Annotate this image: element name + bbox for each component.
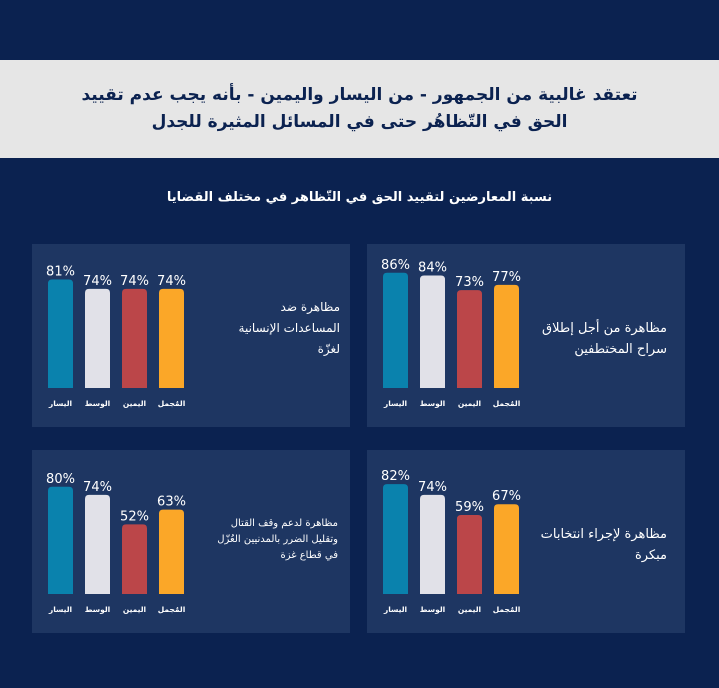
panel-label-aid: مظاهرة ضد المساعدات الإنسانية لغزّة xyxy=(210,297,340,360)
bar-chart-ceasefire: 80% اليسار 74% الوسط 52% اليمين 63% المُجمل xyxy=(46,472,186,614)
bar-center xyxy=(85,288,110,388)
value-label: 74% xyxy=(157,274,186,289)
value-label: 81% xyxy=(46,264,75,279)
label-line: مظاهرة لإجراء انتخابات xyxy=(540,527,667,542)
panel-hostages-demo: 86% اليسار 84% الوسط 73% اليمين 77% المُجمل مظا… xyxy=(367,244,685,427)
value-label: 67% xyxy=(492,489,521,504)
category-label: اليسار xyxy=(383,605,407,614)
bar-right xyxy=(122,524,147,594)
headline-banner: تعتقد غالبية من الجمهور - من اليسار والي… xyxy=(0,60,719,158)
label-line: مظاهرة من أجل إطلاق xyxy=(542,321,667,336)
bar-center xyxy=(420,275,445,388)
value-label: 86% xyxy=(381,258,410,273)
label-line: في قطاع غزة xyxy=(280,550,338,561)
value-label: 73% xyxy=(455,275,484,290)
bar-right xyxy=(122,288,147,388)
category-label: اليسار xyxy=(48,605,72,614)
bar-left xyxy=(48,279,73,388)
bar-center xyxy=(85,494,110,594)
bar-overall xyxy=(159,288,184,388)
headline-line-2: الحق في التّظاهُر حتى في المسائل المثيرة… xyxy=(151,112,568,132)
value-label: 52% xyxy=(120,509,149,524)
panel-label-hostages: مظاهرة من أجل إطلاق سراح المختطفين xyxy=(537,318,667,360)
panel-ceasefire-demo: 80% اليسار 74% الوسط 52% اليمين 63% المُجمل مظا… xyxy=(32,450,350,633)
category-label: الوسط xyxy=(420,605,446,614)
headline-line-1: تعتقد غالبية من الجمهور - من اليسار والي… xyxy=(81,85,638,105)
category-label: اليمين xyxy=(458,605,481,614)
label-line: لغزّة xyxy=(317,342,340,356)
panel-aid-demo: 81% اليسار 74% الوسط 74% اليمين 74% المُجمل مظا… xyxy=(32,244,350,427)
category-label: اليسار xyxy=(383,399,407,408)
panel-label-ceasefire: مظاهرة لدعم وقف القتال وتقليل الضرر بالم… xyxy=(198,516,338,564)
category-label: المُجمل xyxy=(158,605,186,614)
value-label: 84% xyxy=(418,260,447,275)
bar-chart-elections: 82% اليسار 74% الوسط 59% اليمين 67% المُجمل xyxy=(381,469,521,614)
category-label: المُجمل xyxy=(158,399,186,408)
bar-overall xyxy=(494,504,519,594)
bar-overall xyxy=(159,509,184,594)
category-label: اليمين xyxy=(458,399,481,408)
label-line: مظاهرة ضد xyxy=(280,300,340,314)
category-label: المُجمل xyxy=(493,399,521,408)
value-label: 82% xyxy=(381,469,410,484)
value-label: 77% xyxy=(492,270,521,285)
label-line: المساعدات الإنسانية xyxy=(238,321,340,335)
bar-chart-aid: 81% اليسار 74% الوسط 74% اليمين 74% المُجمل xyxy=(46,264,186,408)
category-label: اليسار xyxy=(48,399,72,408)
bar-right xyxy=(457,290,482,388)
chart-subtitle: نسبة المعارضين لتقييد الحق في التّظاهر ف… xyxy=(166,190,553,205)
value-label: 74% xyxy=(418,480,447,495)
label-line: سراح المختطفين xyxy=(574,342,667,357)
bar-overall xyxy=(494,284,519,388)
category-label: اليمين xyxy=(123,399,146,408)
category-label: المُجمل xyxy=(493,605,521,614)
panel-elections-demo: 82% اليسار 74% الوسط 59% اليمين 67% المُجمل مظا… xyxy=(367,450,685,633)
panel-label-elections: مظاهرة لإجراء انتخابات مبكرة xyxy=(527,524,667,566)
bar-left xyxy=(383,484,408,594)
value-label: 74% xyxy=(120,274,149,289)
label-line: مظاهرة لدعم وقف القتال xyxy=(230,518,338,529)
bar-left xyxy=(383,272,408,388)
label-line: مبكرة xyxy=(634,548,667,563)
category-label: اليمين xyxy=(123,605,146,614)
bar-left xyxy=(48,486,73,594)
value-label: 63% xyxy=(157,495,186,510)
value-label: 59% xyxy=(455,500,484,515)
bar-right xyxy=(457,514,482,594)
value-label: 74% xyxy=(83,274,112,289)
bar-chart-hostages: 86% اليسار 84% الوسط 73% اليمين 77% المُجمل xyxy=(381,258,521,408)
label-line: وتقليل الضرر بالمدنيين العُزّل xyxy=(217,534,338,545)
value-label: 80% xyxy=(46,472,75,487)
category-label: الوسط xyxy=(85,399,111,408)
category-label: الوسط xyxy=(85,605,111,614)
value-label: 74% xyxy=(83,480,112,495)
category-label: الوسط xyxy=(420,399,446,408)
bar-center xyxy=(420,494,445,594)
